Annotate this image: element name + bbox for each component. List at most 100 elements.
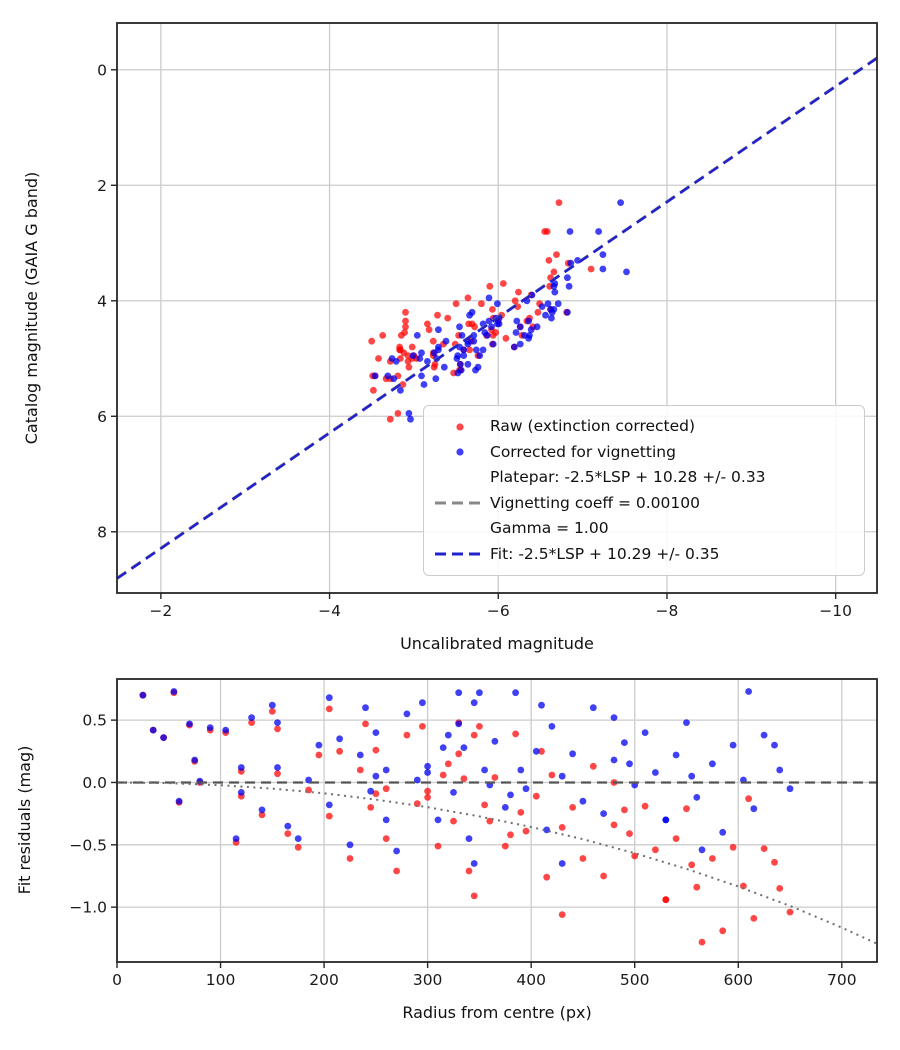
scatter-point [472,346,480,354]
scatter-point [468,308,476,316]
scatter-point [533,323,541,331]
scatter-point [709,760,716,768]
scatter-point [517,809,525,816]
scatter-point [248,714,256,721]
bottom-yaxis-label: Fit residuals (mag) [15,746,34,895]
scatter-point [566,228,574,235]
scatter-point [587,265,595,273]
x-tick-label: 600 [723,971,753,989]
scatter-point [698,938,706,946]
scatter-point [424,358,431,365]
scatter-point [465,867,473,875]
x-tick-label: 200 [309,971,339,989]
scatter-point [589,762,597,770]
top-yaxis-label: Catalog magnitude (GAIA G band) [22,172,41,444]
scatter-point [729,843,737,851]
scatter-point [382,816,390,824]
scatter-point [470,731,478,739]
scatter-point [439,744,447,751]
scatter-point [466,346,473,354]
scatter-point [617,199,624,207]
legend-dot-marker-icon [430,421,490,433]
y-tick-label: 0 [97,61,107,79]
scatter-point [481,801,488,809]
scatter-point [709,855,716,862]
scatter-point [558,824,566,831]
scatter-point [476,723,483,730]
legend-box: Raw (extinction corrected) Corrected for … [423,405,865,576]
scatter-point [444,314,452,322]
y-tick-label: 4 [97,292,107,310]
scatter-point [372,729,380,736]
scatter-point [485,317,493,325]
scatter-point [418,372,425,380]
scatter-point [558,772,566,780]
scatter-point [367,804,375,811]
scatter-point [554,300,562,308]
scatter-point [450,789,457,796]
scatter-point [626,830,633,837]
scatter-point [268,708,276,715]
scatter-point [372,772,380,780]
scatter-point [548,723,556,730]
scatter-point [274,770,281,778]
scatter-point [542,311,549,319]
scatter-point [393,867,400,875]
scatter-point [512,730,519,738]
scatter-point [460,775,468,783]
scatter-point [672,751,680,759]
scatter-point [532,792,540,800]
scatter-point [388,355,396,362]
scatter-point [268,701,276,709]
scatter-point [455,720,463,728]
scatter-point [370,386,377,394]
x-tick-label: −4 [318,602,341,620]
scatter-point [356,766,364,774]
scatter-point [543,873,551,881]
scatter-point [439,771,447,779]
scatter-point [356,751,364,759]
y-tick-label: 0.5 [82,712,107,730]
scatter-point [405,363,413,371]
scatter-point [429,337,437,345]
scatter-point [284,830,292,837]
scatter-point [589,704,597,712]
scatter-point [274,719,281,726]
scatter-point [460,352,468,359]
scatter-point [662,896,670,904]
scatter-point [476,352,484,359]
scatter-point [489,306,496,313]
scatter-point [610,756,618,764]
scatter-point [434,842,442,850]
scatter-point [553,251,560,258]
scatter-point [405,410,413,417]
scatter-point [464,360,472,368]
scatter-point [432,375,440,383]
scatter-point [371,372,379,380]
scatter-point [170,688,178,695]
scatter-point [579,797,587,805]
scatter-point [507,831,514,839]
scatter-point [481,329,489,336]
y-tick-label: 8 [97,523,107,541]
scatter-point [402,317,409,325]
scatter-point [394,410,402,417]
scatter-point [434,311,441,319]
scatter-point [579,855,587,862]
scatter-point [382,785,390,793]
top-xaxis-label: Uncalibrated magnitude [400,634,594,653]
scatter-point [362,704,369,712]
bottom-plot: 0 100 200 300 400 500 600 700 0.5 0.0 −0.5 −1.0 [69,678,878,989]
legend-dot-marker-icon [430,446,490,458]
scatter-point [315,751,323,759]
scatter-point [397,386,404,394]
scatter-point [548,771,556,779]
y-tick-label: 2 [97,177,107,195]
scatter-point [396,343,403,351]
x-tick-label: 700 [827,971,857,989]
scatter-point [502,334,510,342]
scatter-point [420,381,428,388]
scatter-point [525,317,532,325]
scatter-point [431,360,439,368]
scatter-point [526,332,533,339]
